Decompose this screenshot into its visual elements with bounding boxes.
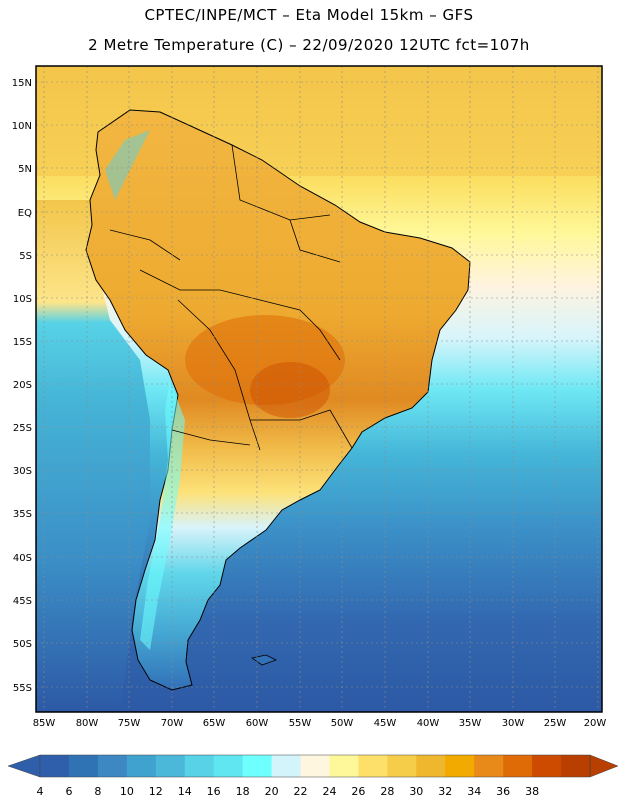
colorbar-swatch	[474, 755, 504, 777]
map-frame	[35, 65, 603, 713]
lat-label: 35S	[13, 509, 32, 520]
colorbar-swatch	[97, 755, 128, 777]
colorbar-label: 34	[467, 785, 481, 798]
map-subtitle: 2 Metre Temperature (C) – 22/09/2020 12U…	[88, 36, 530, 54]
colorbar-swatch	[242, 755, 273, 777]
colorbar-label: 8	[94, 785, 101, 798]
colorbar-swatch	[503, 755, 533, 777]
lat-label: 15N	[12, 78, 32, 89]
colorbar-swatch	[387, 755, 417, 777]
colorbar-label: 6	[65, 785, 72, 798]
lat-label: 25S	[13, 423, 32, 434]
lon-label: 25W	[544, 718, 567, 729]
lat-label: 5N	[18, 164, 32, 175]
lat-label: 20S	[13, 380, 32, 391]
colorbar-label: 38	[525, 785, 539, 798]
lon-label: 55W	[289, 718, 312, 729]
lon-label: 35W	[459, 718, 482, 729]
lon-label: 45W	[374, 718, 397, 729]
colorbar-swatch	[126, 755, 157, 777]
colorbar-label: 22	[294, 785, 308, 798]
lon-label: 70W	[161, 718, 184, 729]
colorbar-swatch	[445, 755, 475, 777]
lon-label: 60W	[246, 718, 269, 729]
lat-label: 15S	[13, 337, 32, 348]
lat-label: 50S	[13, 639, 32, 650]
colorbar-swatch	[532, 755, 562, 777]
colorbar-swatch	[358, 755, 388, 777]
lon-label: 50W	[331, 718, 354, 729]
colorbar-swatch	[155, 755, 186, 777]
colorbar-label: 4	[37, 785, 44, 798]
colorbar-label: 30	[409, 785, 423, 798]
colorbar-label: 16	[207, 785, 221, 798]
lon-label: 80W	[76, 718, 99, 729]
colorbar-label: 20	[265, 785, 279, 798]
colorbar-swatch	[300, 755, 330, 777]
lat-label: 45S	[13, 596, 32, 607]
colorbar-swatch	[184, 755, 215, 777]
colorbar-label: 26	[351, 785, 365, 798]
colorbar-swatch	[68, 755, 99, 777]
colorbar-swatch	[271, 755, 302, 777]
colorbar-label: 28	[380, 785, 394, 798]
lat-label: 55S	[13, 683, 32, 694]
lat-label: 30S	[13, 466, 32, 477]
colorbar-swatch	[416, 755, 446, 777]
graticule	[36, 66, 602, 712]
colorbar-swatch	[213, 755, 244, 777]
colorbar: 4 6 8 10 12 14 16 18 20 22 24 26 28 30 32 34 36 38	[7, 754, 618, 798]
colorbar-label: 10	[120, 785, 134, 798]
country-borders	[109, 144, 353, 451]
lon-label: 85W	[33, 718, 56, 729]
lat-label: 5S	[19, 251, 32, 262]
colorbar-label: 36	[496, 785, 510, 798]
lon-label: 75W	[118, 718, 141, 729]
lon-label: 65W	[203, 718, 226, 729]
lat-label: EQ	[18, 208, 32, 219]
lat-label: 10N	[12, 121, 32, 132]
colorbar-label: 18	[236, 785, 250, 798]
colorbar-right-arrow	[589, 754, 618, 778]
colorbar-label: 32	[438, 785, 452, 798]
colorbar-left-arrow	[7, 754, 41, 778]
lon-label: 30W	[502, 718, 525, 729]
latitude-axis: 15N 10N 5N EQ 5S 10S 15S 20S 25S 30S 35S…	[12, 78, 32, 694]
map-title: CPTEC/INPE/MCT – Eta Model 15km – GFS	[144, 6, 474, 24]
lat-label: 40S	[13, 553, 32, 564]
colorbar-label: 24	[322, 785, 336, 798]
plot-area	[36, 66, 602, 712]
colorbar-swatch	[561, 755, 591, 777]
colorbar-label: 12	[149, 785, 163, 798]
longitude-axis: 85W 80W 75W 70W 65W 60W 55W 50W 45W 40W …	[33, 718, 607, 729]
colorbar-swatch	[40, 755, 70, 777]
lon-label: 40W	[417, 718, 440, 729]
colorbar-label: 14	[178, 785, 192, 798]
hot-core-region	[185, 315, 345, 405]
colorbar-swatch	[329, 755, 359, 777]
lon-label: 20W	[584, 718, 607, 729]
lat-label: 10S	[13, 294, 32, 305]
